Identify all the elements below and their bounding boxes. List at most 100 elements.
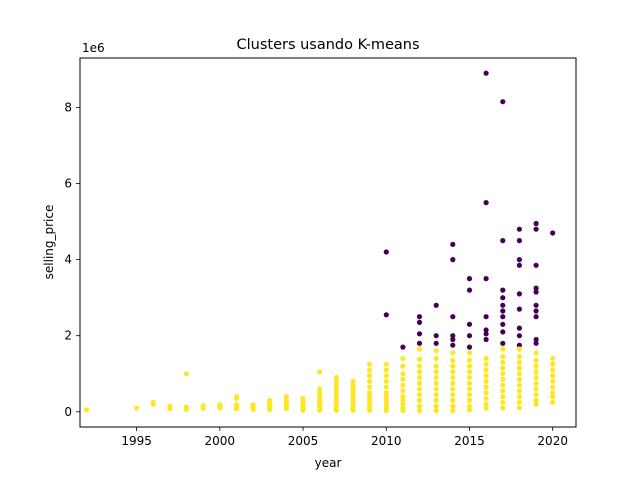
data-point [350, 401, 356, 407]
data-point [483, 70, 489, 76]
data-point [416, 386, 423, 392]
data-point [500, 371, 506, 377]
data-point [217, 405, 223, 411]
data-point [516, 342, 523, 348]
data-point [483, 336, 489, 343]
data-point [367, 378, 373, 384]
data-point [466, 363, 473, 369]
data-point [516, 399, 523, 405]
chart-title: Clusters usando K-means [236, 37, 419, 53]
data-point [516, 359, 523, 365]
data-point [516, 382, 523, 388]
data-point [383, 397, 389, 403]
data-point [500, 287, 506, 293]
data-point [416, 340, 423, 346]
data-point [367, 394, 373, 400]
data-point [350, 397, 356, 403]
data-point [516, 371, 523, 377]
data-point [533, 220, 539, 227]
data-point [500, 238, 506, 244]
data-point [500, 99, 506, 105]
data-point [450, 369, 456, 375]
data-point [550, 384, 556, 390]
data-point [400, 397, 406, 403]
data-point [400, 408, 406, 414]
data-point [533, 357, 539, 363]
data-point [383, 249, 389, 255]
data-point [516, 354, 523, 360]
data-point [333, 394, 339, 400]
data-point [500, 376, 506, 382]
data-point [400, 355, 406, 362]
y-offset-text: 1e6 [82, 41, 105, 55]
data-point [533, 302, 539, 308]
data-point [200, 405, 206, 411]
data-point [550, 390, 556, 396]
data-point [516, 238, 523, 244]
data-point [167, 406, 173, 412]
data-point [433, 392, 439, 398]
data-point [500, 314, 506, 320]
data-point [516, 257, 523, 263]
data-point [450, 380, 456, 386]
data-point [483, 327, 489, 333]
data-point [466, 386, 473, 392]
data-point [450, 314, 456, 320]
data-point [233, 395, 240, 402]
data-point [516, 346, 523, 352]
data-point [350, 407, 356, 413]
data-point [416, 397, 423, 403]
data-point [483, 390, 489, 396]
data-point [233, 406, 240, 412]
data-point [466, 397, 473, 403]
data-point [483, 361, 489, 367]
data-point [383, 401, 389, 407]
data-point [500, 399, 506, 405]
data-point [500, 321, 506, 327]
data-point [533, 392, 539, 398]
data-point [183, 371, 190, 377]
data-point [500, 359, 506, 365]
data-point [483, 395, 489, 402]
data-point [350, 390, 356, 396]
data-point [416, 314, 423, 320]
data-point [483, 355, 489, 362]
data-point [416, 369, 423, 375]
data-point [400, 401, 406, 407]
data-point [533, 350, 539, 356]
points-layer [84, 70, 556, 414]
data-point [333, 378, 339, 384]
x-tick-label: 2005 [288, 434, 319, 448]
data-point [367, 397, 373, 403]
data-point [433, 340, 439, 346]
data-point [483, 276, 489, 282]
data-point [550, 230, 556, 236]
x-tick-label: 2015 [454, 434, 485, 448]
data-point [533, 314, 539, 320]
data-point [500, 382, 506, 388]
data-point [450, 397, 456, 403]
data-point [333, 382, 339, 388]
data-point [516, 405, 523, 411]
data-point [183, 406, 190, 413]
data-point [400, 376, 406, 382]
data-point [383, 384, 389, 390]
data-point [550, 361, 556, 367]
y-tick-label: 4 [64, 253, 72, 267]
data-point [433, 355, 439, 362]
data-point [350, 386, 356, 392]
data-point [333, 407, 339, 413]
data-point [500, 329, 506, 335]
data-point [466, 276, 473, 282]
data-point [533, 336, 539, 343]
data-point [317, 369, 323, 375]
data-point [450, 374, 456, 381]
data-point [466, 357, 473, 363]
data-point [450, 363, 456, 369]
data-point [500, 308, 506, 314]
data-point [400, 344, 406, 350]
data-point [433, 374, 439, 381]
data-point [367, 384, 373, 390]
